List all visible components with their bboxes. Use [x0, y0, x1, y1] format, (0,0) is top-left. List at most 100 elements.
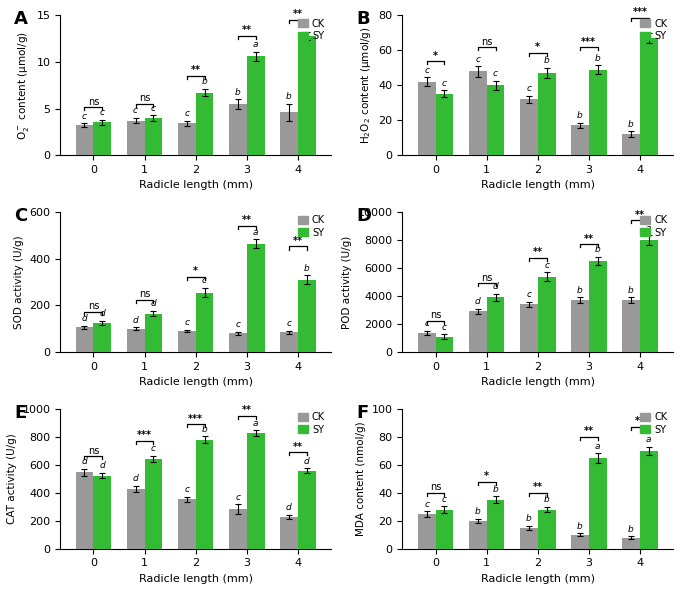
Bar — [145, 313, 163, 352]
Text: d: d — [475, 297, 481, 306]
Text: ns: ns — [481, 37, 492, 47]
Bar — [418, 514, 435, 549]
Text: **: ** — [532, 482, 543, 492]
Text: c: c — [442, 323, 447, 332]
Bar — [126, 489, 145, 549]
Text: c: c — [235, 320, 240, 329]
Text: ns: ns — [430, 482, 441, 492]
X-axis label: Radicle length (mm): Radicle length (mm) — [481, 377, 595, 387]
Text: c: c — [184, 318, 189, 327]
Bar — [126, 329, 145, 352]
Text: *: * — [484, 471, 489, 481]
Text: ns: ns — [88, 97, 99, 107]
Text: ***: *** — [581, 37, 596, 47]
Text: ns: ns — [88, 446, 99, 456]
Text: C: C — [14, 207, 27, 225]
X-axis label: Radicle length (mm): Radicle length (mm) — [139, 377, 252, 387]
Text: c: c — [184, 485, 189, 494]
Text: a: a — [304, 21, 309, 30]
Bar — [177, 331, 196, 352]
Text: **: ** — [293, 236, 303, 246]
Text: c: c — [82, 112, 87, 121]
Y-axis label: O$_2^-$ content (μmol/g): O$_2^-$ content (μmol/g) — [16, 31, 31, 139]
Text: a: a — [646, 436, 651, 444]
Y-axis label: CAT activity (U/g): CAT activity (U/g) — [7, 434, 17, 524]
Bar — [640, 451, 658, 549]
Bar — [75, 327, 93, 352]
Text: b: b — [493, 485, 498, 494]
Text: **: ** — [532, 248, 543, 258]
Text: a: a — [646, 21, 651, 30]
Text: c: c — [442, 495, 447, 504]
Bar — [435, 94, 454, 155]
Text: **: ** — [241, 25, 252, 35]
Bar — [640, 38, 658, 155]
Text: d: d — [82, 457, 87, 466]
Bar — [93, 323, 112, 352]
Text: b: b — [628, 120, 634, 129]
Bar — [520, 528, 538, 549]
Text: E: E — [14, 404, 27, 421]
Text: b: b — [577, 286, 583, 295]
Text: ns: ns — [88, 301, 99, 311]
Text: b: b — [628, 525, 634, 534]
Text: D: D — [356, 207, 371, 225]
Legend: CK, SY: CK, SY — [639, 411, 668, 436]
Text: ***: *** — [632, 7, 647, 17]
Y-axis label: SOD activity (U/g): SOD activity (U/g) — [14, 235, 24, 329]
Bar — [280, 517, 298, 549]
Text: ***: *** — [137, 430, 152, 440]
Text: **: ** — [293, 441, 303, 452]
Text: b: b — [544, 56, 549, 65]
Bar — [469, 311, 487, 352]
Bar — [418, 333, 435, 352]
Text: d: d — [304, 457, 309, 466]
Bar — [126, 121, 145, 155]
Text: b: b — [544, 495, 549, 504]
Bar — [93, 476, 112, 549]
Text: c: c — [202, 277, 207, 285]
Text: *: * — [193, 266, 198, 276]
Text: a: a — [595, 441, 600, 451]
Bar — [571, 300, 589, 352]
Bar — [538, 277, 556, 352]
Text: d: d — [133, 475, 139, 483]
Text: b: b — [202, 77, 207, 86]
Text: A: A — [14, 10, 28, 28]
Bar — [228, 509, 247, 549]
Bar — [177, 124, 196, 155]
Bar — [247, 56, 265, 155]
Text: **: ** — [241, 405, 252, 415]
Text: b: b — [235, 87, 241, 97]
Legend: CK, SY: CK, SY — [639, 215, 668, 239]
Text: F: F — [356, 404, 369, 421]
Bar — [622, 538, 640, 549]
Bar — [93, 122, 112, 155]
Text: B: B — [356, 10, 370, 28]
Bar — [247, 433, 265, 549]
Text: d: d — [150, 299, 156, 309]
Legend: CK, SY: CK, SY — [297, 18, 326, 42]
Bar — [247, 243, 265, 352]
Bar — [520, 304, 538, 352]
Y-axis label: MDA content (nmol/g): MDA content (nmol/g) — [356, 421, 366, 536]
Bar — [145, 118, 163, 155]
Bar — [487, 297, 505, 352]
Bar — [75, 125, 93, 155]
Bar — [196, 440, 214, 549]
Text: c: c — [184, 109, 189, 118]
Text: b: b — [304, 264, 309, 272]
Text: ns: ns — [481, 272, 492, 282]
Bar — [571, 125, 589, 155]
Text: c: c — [235, 493, 240, 502]
Bar — [228, 333, 247, 352]
Text: *: * — [535, 42, 540, 52]
Legend: CK, SY: CK, SY — [297, 411, 326, 436]
Text: b: b — [577, 522, 583, 531]
Text: c: c — [286, 319, 291, 328]
Text: b: b — [628, 286, 634, 295]
Legend: CK, SY: CK, SY — [639, 18, 668, 42]
Text: **: ** — [241, 215, 252, 225]
Bar — [487, 500, 505, 549]
Text: a: a — [253, 40, 258, 49]
